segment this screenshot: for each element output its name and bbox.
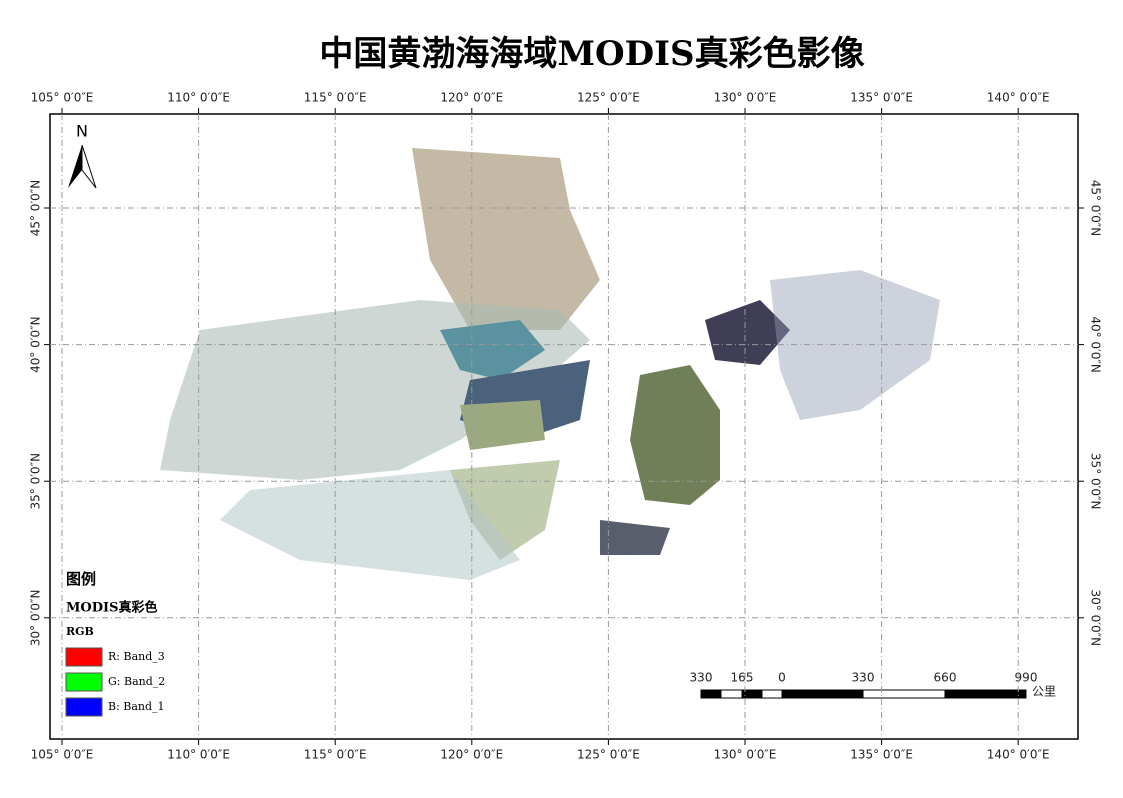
lon-label: 140° 0′0″E xyxy=(987,748,1050,762)
scale-segment xyxy=(720,689,743,699)
yellow-sea-south xyxy=(450,460,560,560)
lat-label: 45° 0′0″N xyxy=(29,180,43,237)
north-arrow: N xyxy=(68,122,97,189)
lon-label: 120° 0′0″E xyxy=(440,91,503,105)
scale-label: 0 xyxy=(778,671,786,685)
lon-label: 125° 0′0″E xyxy=(577,91,640,105)
lon-label: 110° 0′0″E xyxy=(167,91,230,105)
scale-segment xyxy=(781,689,864,699)
scale-segment xyxy=(700,689,722,699)
legend-layer: MODIS真彩色 xyxy=(66,600,157,616)
lon-label: 105° 0′0″E xyxy=(31,748,94,762)
north-arrow-left xyxy=(68,145,82,188)
scale-label: 660 xyxy=(934,671,957,685)
land-north xyxy=(412,148,600,330)
legend-renderer: RGB xyxy=(66,625,94,638)
north-label: N xyxy=(76,122,88,141)
lon-label: 135° 0′0″E xyxy=(850,748,913,762)
lat-label: 40° 0′0″N xyxy=(1089,316,1103,373)
haze-south xyxy=(220,470,520,580)
lon-label: 115° 0′0″E xyxy=(304,748,367,762)
east-china-sea xyxy=(600,520,670,555)
scale-label: 330 xyxy=(852,671,875,685)
map-frame xyxy=(49,113,1079,740)
legend-label: R: Band_3 xyxy=(108,650,165,663)
legend-items: R: Band_3 G: Band_2 B: Band_1 xyxy=(65,647,165,717)
japan-sea-dark xyxy=(705,300,790,365)
lon-label: 140° 0′0″E xyxy=(987,91,1050,105)
scale-label: 330 xyxy=(690,671,713,685)
satellite-imagery xyxy=(160,148,940,580)
legend-swatch xyxy=(65,672,103,692)
lon-label: 130° 0′0″E xyxy=(714,748,777,762)
legend: 图例 MODIS真彩色 RGB R: Band_3 G: Band_2 B: Ban… xyxy=(65,570,165,717)
map-title: 中国黄渤海海域MODIS真彩色影像 xyxy=(319,34,864,74)
lat-label: 30° 0′0″N xyxy=(29,590,43,647)
scale-segment xyxy=(761,689,783,699)
scale-unit: 公里 xyxy=(1032,685,1056,699)
scale-label: 990 xyxy=(1015,671,1038,685)
lat-label: 45° 0′0″N xyxy=(1089,180,1103,237)
japan-sea-clouds xyxy=(770,270,940,420)
lat-label: 40° 0′0″N xyxy=(29,316,43,373)
lon-label: 125° 0′0″E xyxy=(577,748,640,762)
scale-segment xyxy=(944,689,1027,699)
lon-label: 105° 0′0″E xyxy=(31,91,94,105)
lon-label: 110° 0′0″E xyxy=(167,748,230,762)
lon-label: 120° 0′0″E xyxy=(440,748,503,762)
lat-label: 35° 0′0″N xyxy=(1089,453,1103,510)
lat-label: 30° 0′0″N xyxy=(1089,590,1103,647)
lon-label: 135° 0′0″E xyxy=(850,91,913,105)
korea-peninsula xyxy=(630,365,720,505)
legend-swatch xyxy=(65,647,103,667)
legend-title: 图例 xyxy=(66,570,96,588)
lon-label: 130° 0′0″E xyxy=(714,91,777,105)
scale-label: 165 xyxy=(731,671,754,685)
legend-swatch xyxy=(65,697,103,717)
bohai-sea xyxy=(440,320,545,380)
north-arrow-right xyxy=(81,144,97,189)
lat-label: 35° 0′0″N xyxy=(29,453,43,510)
legend-label: G: Band_2 xyxy=(108,675,165,688)
shandong-peninsula xyxy=(460,400,545,450)
graticule: 105° 0′0″E 105° 0′0″E 110° 0′0″E 110° 0′0″E… xyxy=(29,91,1103,762)
lon-label: 115° 0′0″E xyxy=(304,91,367,105)
scale-segment xyxy=(862,689,946,699)
legend-label: B: Band_1 xyxy=(108,700,165,713)
